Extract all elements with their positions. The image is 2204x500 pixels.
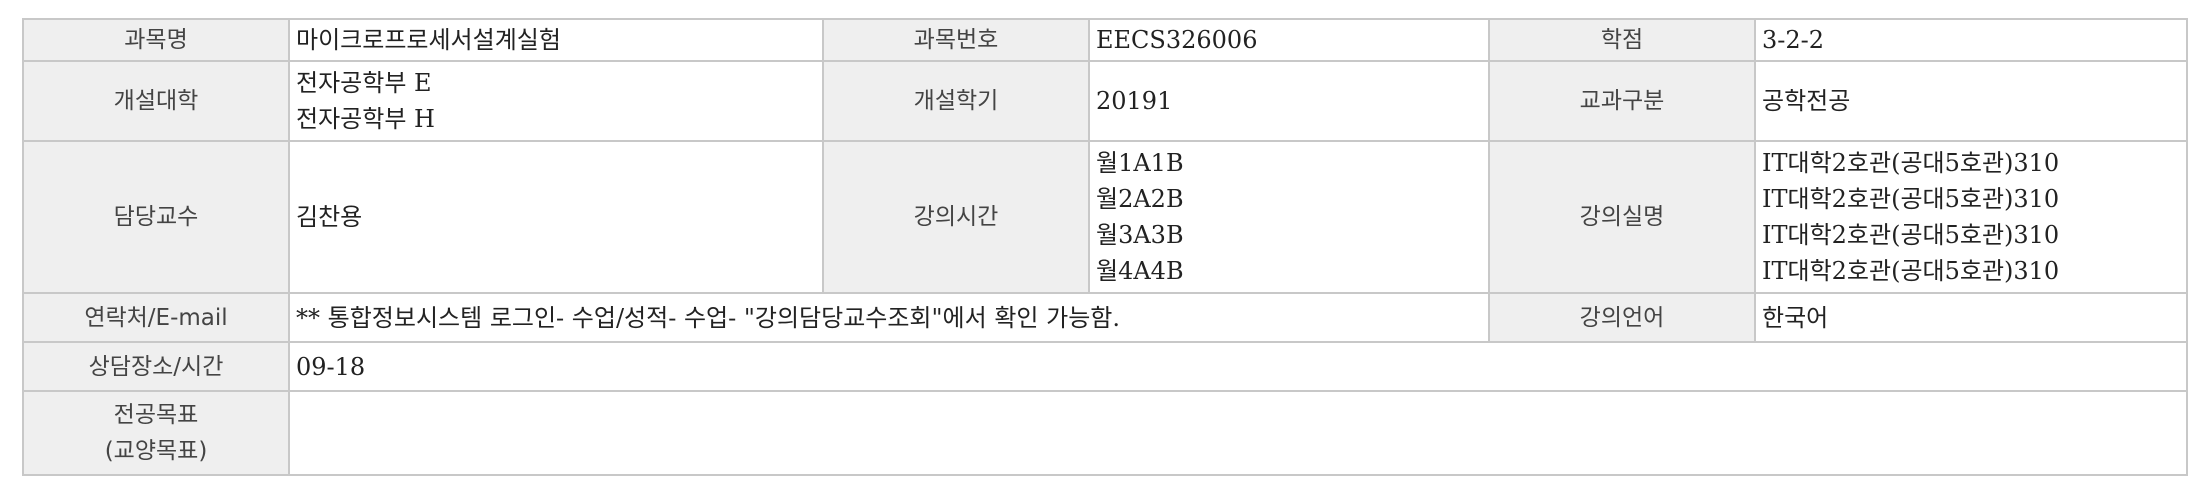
college-line: 전자공학부 E: [296, 69, 432, 97]
contact-label: 연락처/E-mail: [22, 292, 290, 343]
lecture-room-line: IT대학2호관(공대5호관)310: [1762, 185, 2060, 213]
lecture-room-label: 강의실명: [1488, 140, 1756, 294]
lecture-time-value: 월1A1B 월2A2B 월3A3B 월4A4B: [1088, 140, 1490, 294]
consult-label: 상담장소/시간: [22, 341, 290, 392]
table-row: 과목명 마이크로프로세서설계실험 과목번호 EECS326006 학점 3-2-…: [22, 18, 2188, 62]
lecture-room-line: IT대학2호관(공대5호관)310: [1762, 257, 2060, 285]
course-info-table: 과목명 마이크로프로세서설계실험 과목번호 EECS326006 학점 3-2-…: [22, 18, 2188, 476]
language-label: 강의언어: [1488, 292, 1756, 343]
course-name-label: 과목명: [22, 18, 290, 62]
table-row: 연락처/E-mail ** 통합정보시스템 로그인- 수업/성적- 수업- "강…: [22, 292, 2188, 343]
college-label: 개설대학: [22, 60, 290, 142]
credits-value: 3-2-2: [1754, 18, 2188, 62]
semester-label: 개설학기: [822, 60, 1090, 142]
goal-label: 전공목표 (교양목표): [22, 390, 290, 476]
credits-label: 학점: [1488, 18, 1756, 62]
lecture-room-line: IT대학2호관(공대5호관)310: [1762, 149, 2060, 177]
lecture-time-line: 월1A1B: [1096, 149, 1184, 177]
course-name-value: 마이크로프로세서설계실험: [288, 18, 824, 62]
consult-value: 09-18: [288, 341, 2188, 392]
lecture-time-label: 강의시간: [822, 140, 1090, 294]
language-value: 한국어: [1754, 292, 2188, 343]
table-row: 전공목표 (교양목표): [22, 390, 2188, 476]
lecture-time-line: 월2A2B: [1096, 185, 1184, 213]
goal-label-line: 전공목표: [113, 402, 199, 428]
goal-label-line: (교양목표): [104, 438, 208, 464]
table-row: 담당교수 김찬용 강의시간 월1A1B 월2A2B 월3A3B 월4A4B 강의…: [22, 140, 2188, 294]
lecture-time-line: 월3A3B: [1096, 221, 1184, 249]
course-number-label: 과목번호: [822, 18, 1090, 62]
category-value: 공학전공: [1754, 60, 2188, 142]
college-line: 전자공학부 H: [296, 105, 435, 133]
college-value: 전자공학부 E 전자공학부 H: [288, 60, 824, 142]
category-label: 교과구분: [1488, 60, 1756, 142]
lecture-time-line: 월4A4B: [1096, 257, 1184, 285]
goal-value: [288, 390, 2188, 476]
table-row: 개설대학 전자공학부 E 전자공학부 H 개설학기 20191 교과구분 공학전…: [22, 60, 2188, 142]
lecture-room-value: IT대학2호관(공대5호관)310 IT대학2호관(공대5호관)310 IT대학…: [1754, 140, 2188, 294]
lecture-room-line: IT대학2호관(공대5호관)310: [1762, 221, 2060, 249]
contact-value: ** 통합정보시스템 로그인- 수업/성적- 수업- "강의담당교수조회"에서 …: [288, 292, 1490, 343]
course-number-value: EECS326006: [1088, 18, 1490, 62]
semester-value: 20191: [1088, 60, 1490, 142]
professor-value: 김찬용: [288, 140, 824, 294]
table-row: 상담장소/시간 09-18: [22, 341, 2188, 392]
professor-label: 담당교수: [22, 140, 290, 294]
